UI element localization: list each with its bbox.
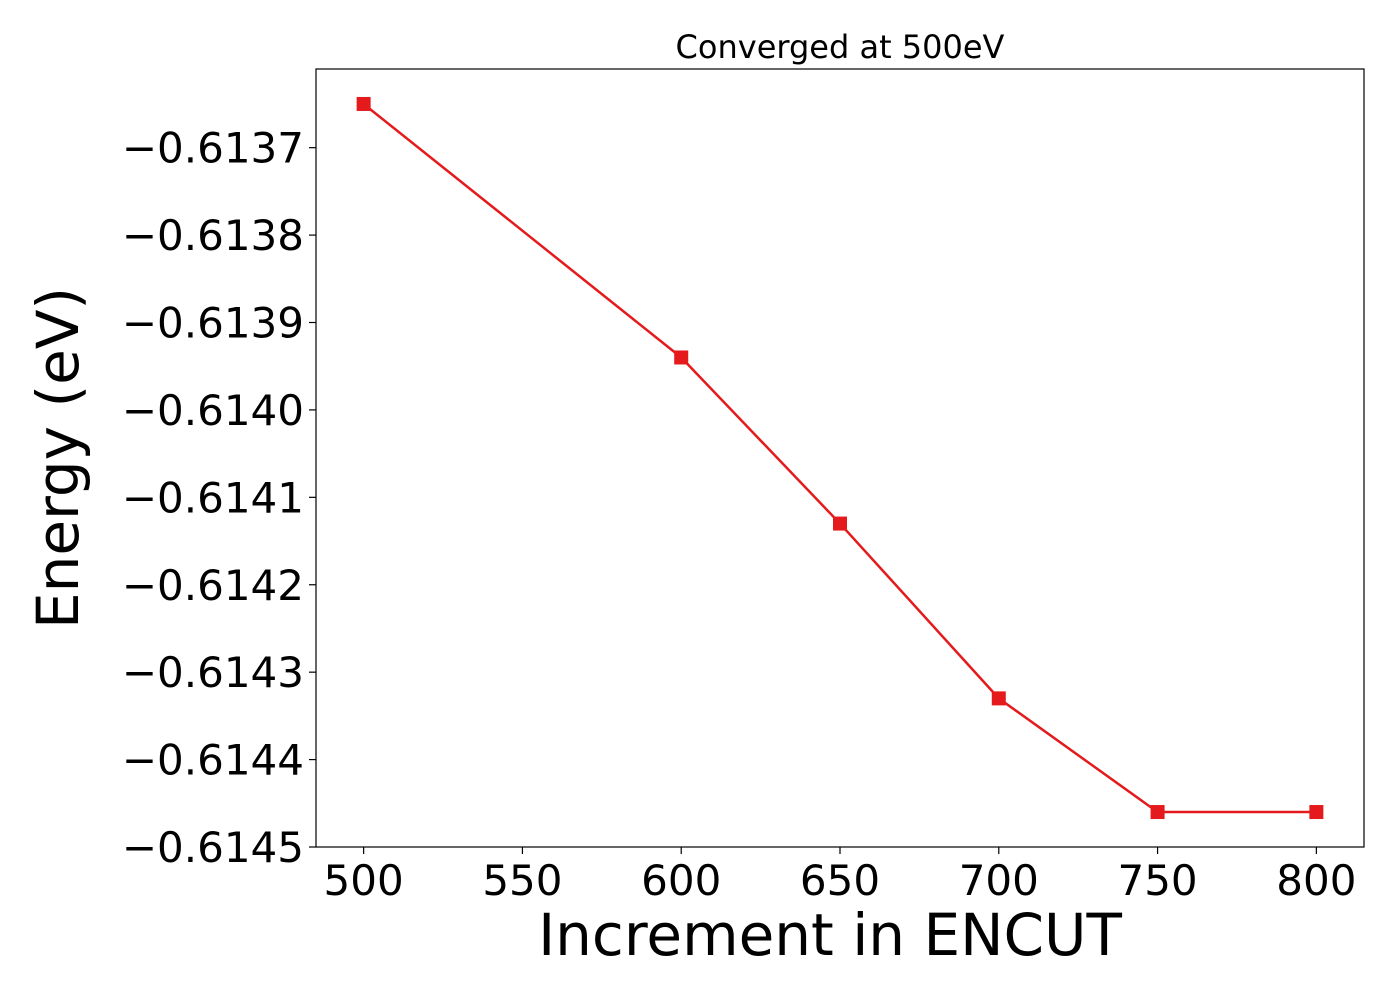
y-tick-label: −0.6144 xyxy=(122,736,304,785)
y-tick-label: −0.6137 xyxy=(122,124,304,173)
y-tick-label: −0.6141 xyxy=(122,473,304,522)
y-tick-label: −0.6145 xyxy=(122,823,304,872)
x-tick-label: 550 xyxy=(482,856,562,905)
y-tick-label: −0.6139 xyxy=(122,299,304,348)
data-point-marker xyxy=(833,516,847,531)
series-line xyxy=(362,102,1317,814)
y-axis-ticks: −0.6137 −0.6138 −0.6139 −0.6140 −0.6141 −0.61… xyxy=(122,124,316,872)
chart-title: Converged at 500eV xyxy=(676,28,1005,66)
y-tick-label: −0.6140 xyxy=(122,386,304,435)
x-tick-label: 750 xyxy=(1117,856,1197,905)
y-tick-label: −0.6142 xyxy=(122,561,304,610)
data-point-marker xyxy=(1150,805,1165,820)
x-tick-label: 800 xyxy=(1276,856,1356,905)
plot-area-frame xyxy=(315,68,1365,848)
x-tick-label: 700 xyxy=(959,856,1039,905)
y-axis-title: Energy (eV) xyxy=(24,287,92,629)
data-point-marker xyxy=(356,96,371,111)
y-tick-label: −0.6138 xyxy=(122,211,304,260)
x-tick-label: 600 xyxy=(641,856,721,905)
data-point-marker xyxy=(674,350,689,365)
x-tick-label: 500 xyxy=(324,856,404,905)
y-tick-label: −0.6143 xyxy=(122,648,304,697)
x-axis-ticks: 500 550 600 650 700 750 800 xyxy=(324,847,1356,905)
data-point-marker xyxy=(1309,805,1324,820)
series-layer xyxy=(356,96,1324,820)
x-tick-label: 650 xyxy=(800,856,880,905)
data-point-marker xyxy=(991,691,1006,706)
x-axis-title: Increment in ENCUT xyxy=(538,901,1122,969)
